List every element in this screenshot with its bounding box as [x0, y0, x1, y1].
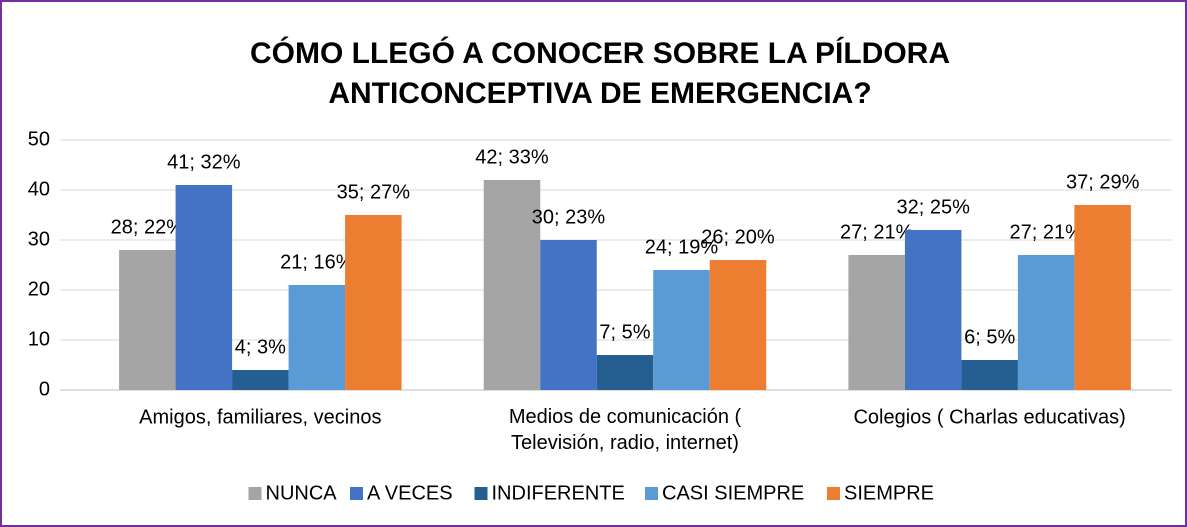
- data-label: 27; 21%: [1009, 221, 1083, 243]
- data-label: 7; 5%: [599, 321, 650, 343]
- x-tick-label-line: Medios de comunicación (: [509, 406, 742, 428]
- data-label: 28; 22%: [111, 216, 185, 238]
- x-tick-label: Medios de comunicación ( Televisión, radi…: [509, 406, 742, 454]
- data-label: 41; 32%: [167, 151, 241, 173]
- bar: [1017, 255, 1075, 390]
- chart-title: ANTICONCEPTIVA DE EMERGENCIA?: [328, 77, 871, 110]
- y-tick-label: 40: [28, 178, 50, 200]
- y-tick-label: 30: [28, 228, 50, 250]
- data-label: 26; 20%: [701, 226, 775, 248]
- bar: [483, 180, 541, 390]
- data-label: 6; 5%: [964, 326, 1015, 348]
- chart-title: CÓMO LLEGÓ A CONOCER SOBRE LA PÍLDORA: [250, 36, 950, 70]
- y-tick-label: 10: [28, 328, 50, 350]
- legend-swatch: [645, 487, 658, 500]
- legend-swatch: [474, 487, 488, 500]
- legend-label: INDIFERENTE: [492, 482, 625, 504]
- y-tick-label: 50: [28, 128, 50, 150]
- y-tick-label: 20: [28, 278, 50, 300]
- data-label: 21; 16%: [280, 251, 354, 273]
- bar: [904, 230, 962, 390]
- legend-swatch: [248, 487, 262, 500]
- x-tick-label: Amigos, familiares, vecinos: [139, 406, 381, 428]
- legend-label: NUNCA: [266, 482, 338, 504]
- bar: [596, 355, 654, 390]
- y-tick-label: 0: [39, 378, 50, 400]
- bar: [175, 185, 233, 390]
- data-label: 37; 29%: [1066, 171, 1140, 193]
- data-label: 27; 21%: [840, 221, 914, 243]
- bar: [1074, 205, 1131, 390]
- bar: [961, 360, 1018, 390]
- bar: [540, 240, 597, 390]
- data-label: 42; 33%: [475, 146, 549, 168]
- x-tick-label: Colegios ( Charlas educativas): [853, 406, 1125, 428]
- bar: [653, 270, 710, 390]
- data-label: 30; 23%: [532, 206, 606, 228]
- data-label: 32; 25%: [896, 196, 970, 218]
- legend-label: A VECES: [367, 482, 453, 504]
- legend-swatch: [350, 487, 363, 500]
- legend-label: CASI SIEMPRE: [662, 482, 804, 504]
- data-label: 35; 27%: [337, 181, 411, 203]
- bar: [232, 370, 289, 390]
- bar: [288, 285, 346, 390]
- bar: [848, 255, 905, 390]
- bar: [709, 260, 767, 390]
- legend-swatch: [827, 487, 840, 500]
- legend-label: SIEMPRE: [844, 482, 934, 504]
- data-label: 24; 19%: [645, 236, 719, 258]
- bar: [119, 250, 176, 390]
- bar: [345, 215, 402, 390]
- x-tick-label-line: Televisión, radio, internet): [511, 432, 739, 454]
- data-label: 4; 3%: [235, 336, 286, 358]
